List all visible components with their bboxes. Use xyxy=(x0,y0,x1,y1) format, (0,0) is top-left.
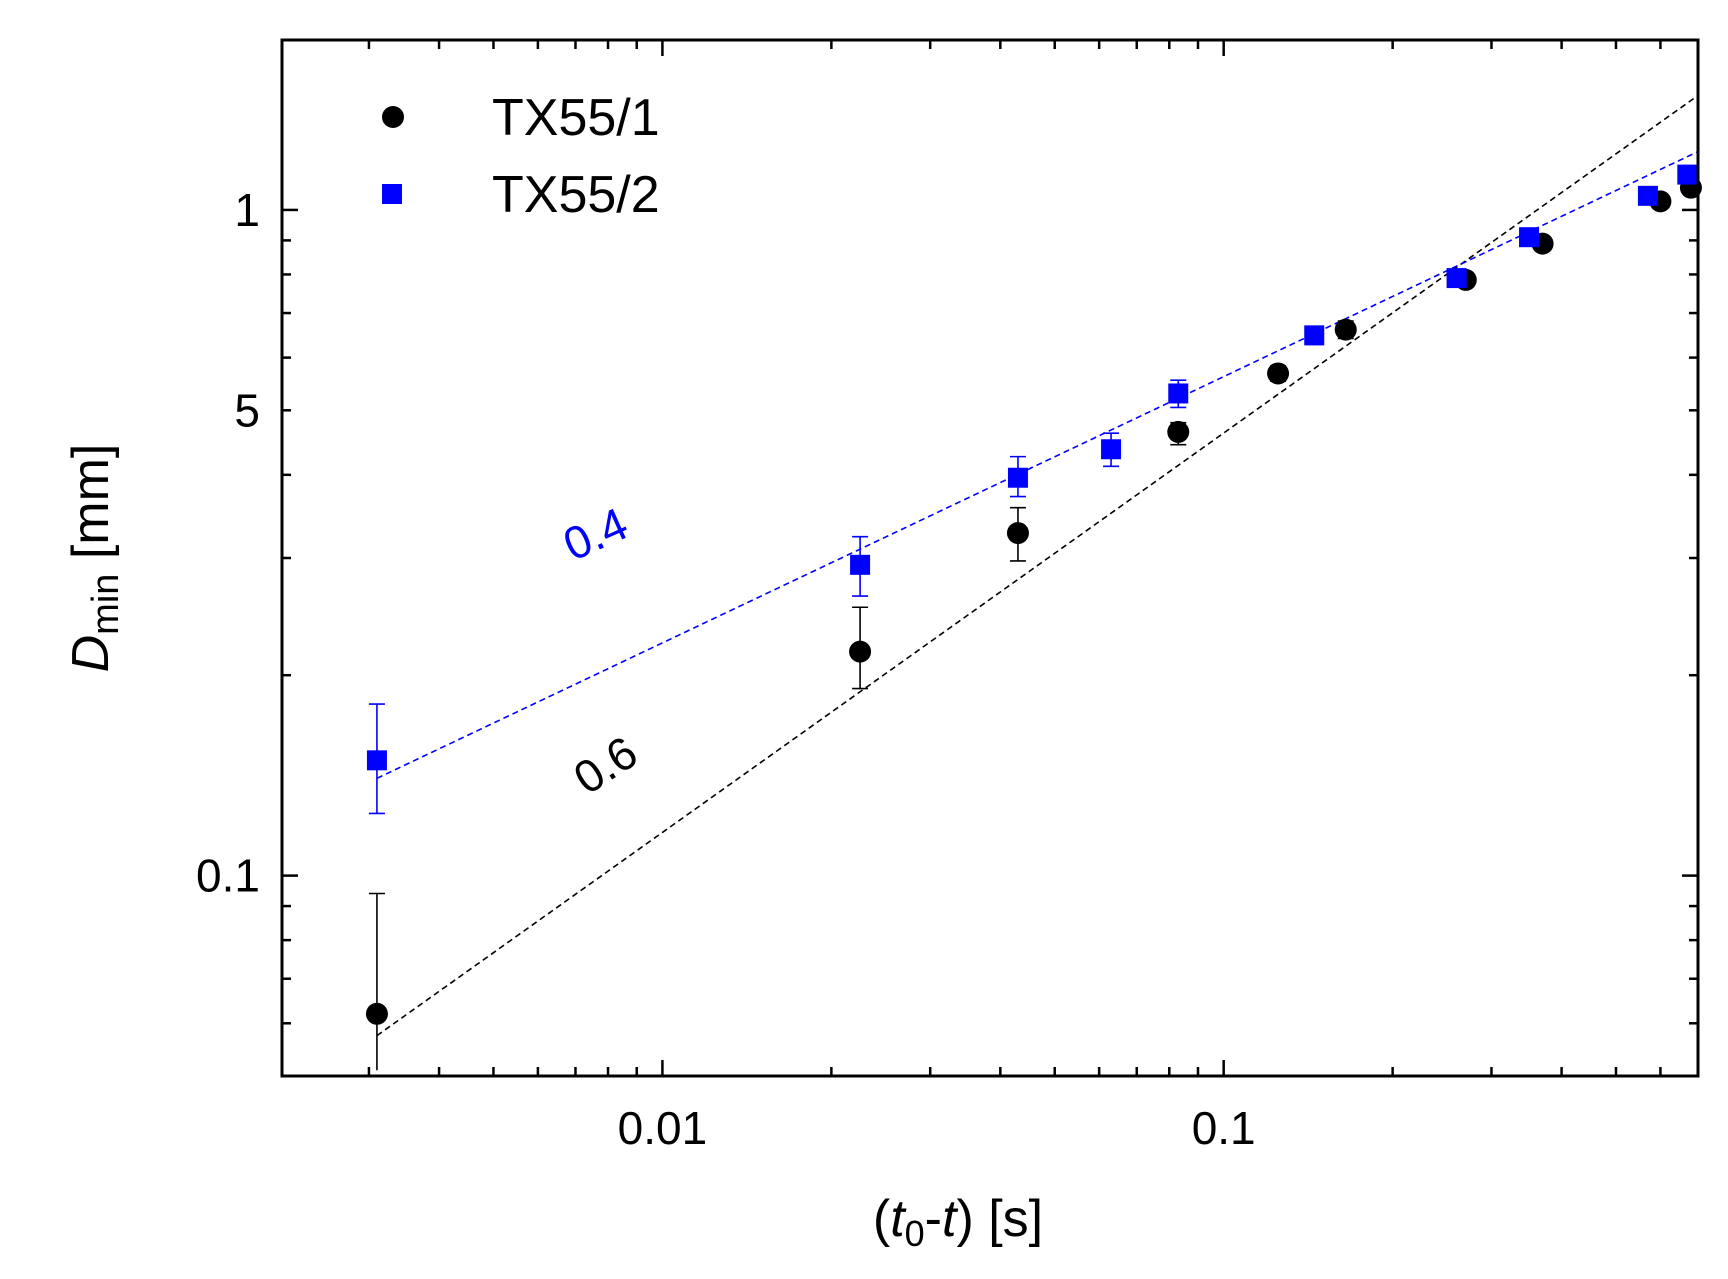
data-point-tx55-2 xyxy=(1007,467,1028,488)
fit-line-slope-0-4 xyxy=(376,150,1698,780)
data-point-tx55-2 xyxy=(366,750,387,771)
data-point-tx55-2 xyxy=(1677,164,1698,185)
y-tick-label: 5 xyxy=(234,384,260,436)
data-point-tx55-1 xyxy=(365,1002,388,1025)
data-point-tx55-1 xyxy=(1267,362,1290,385)
data-point-tx55-2 xyxy=(1446,268,1467,289)
data-point-tx55-1 xyxy=(849,640,872,663)
legend-label-tx55-1: TX55/1 xyxy=(492,89,660,147)
legend-marker-square xyxy=(382,184,402,204)
legend-label-tx55-2: TX55/2 xyxy=(492,166,660,224)
x-tick-label: 0.01 xyxy=(618,1102,708,1154)
points-layer xyxy=(365,164,1702,1025)
data-point-tx55-2 xyxy=(1101,439,1122,460)
x-tick-label: 0.1 xyxy=(1192,1102,1256,1154)
data-point-tx55-2 xyxy=(1637,185,1658,206)
data-point-tx55-2 xyxy=(850,554,871,575)
plot-frame xyxy=(280,38,1700,1078)
data-point-tx55-2 xyxy=(1304,325,1325,346)
data-point-tx55-2 xyxy=(1168,383,1189,404)
y-tick-label: 0.1 xyxy=(196,850,260,902)
x-axis-title: (t0-t) [s] xyxy=(873,1190,1043,1254)
data-point-tx55-1 xyxy=(1006,522,1029,545)
data-point-tx55-1 xyxy=(1167,420,1190,443)
data-point-tx55-2 xyxy=(1519,227,1540,248)
data-point-tx55-1 xyxy=(1334,318,1357,341)
fit-line-slope-0-6 xyxy=(376,94,1698,1037)
legend-marker-circle xyxy=(382,106,404,128)
legend: TX55/1 TX55/2 xyxy=(382,89,660,224)
fit-lines-layer xyxy=(376,94,1698,1037)
y-axis-title: Dmin [mm] xyxy=(62,444,127,673)
y-tick-label: 1 xyxy=(234,184,260,236)
